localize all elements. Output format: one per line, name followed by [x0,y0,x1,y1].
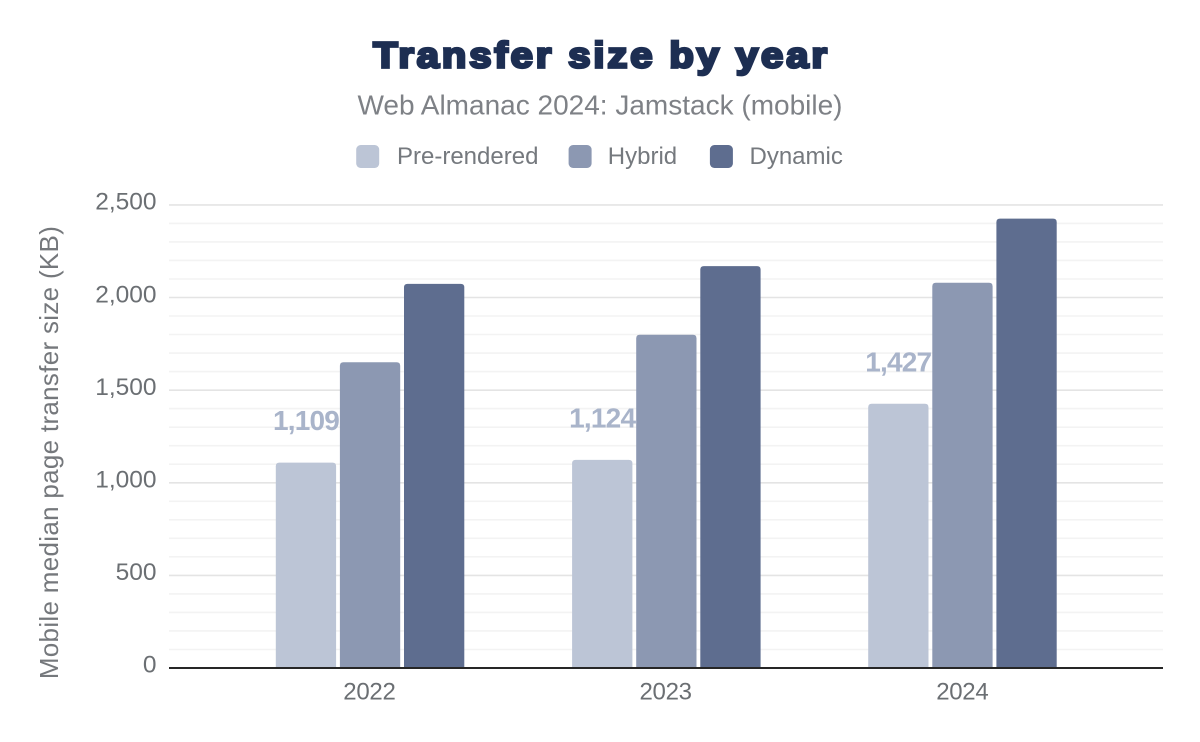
svg-text:2,000: 2,000 [95,281,156,308]
svg-text:Web Almanac 2024: Jamstack (mo: Web Almanac 2024: Jamstack (mobile) [357,90,842,121]
svg-text:1,124: 1,124 [569,402,636,433]
svg-text:1,500: 1,500 [95,374,156,401]
svg-text:2023: 2023 [639,679,691,706]
svg-text:Mobile median page transfer si: Mobile median page transfer size (KB) [34,226,64,679]
svg-text:1,109: 1,109 [273,405,339,436]
svg-text:2022: 2022 [343,679,395,706]
svg-text:Pre-rendered: Pre-rendered [397,143,538,170]
svg-text:1,427: 1,427 [865,346,931,377]
svg-text:500: 500 [116,559,157,586]
svg-text:2,500: 2,500 [95,189,156,216]
svg-text:Dynamic: Dynamic [750,143,843,170]
svg-text:Hybrid: Hybrid [608,143,677,170]
svg-text:Transfer size by year: Transfer size by year [373,35,830,76]
svg-text:2024: 2024 [936,679,988,706]
svg-text:1,000: 1,000 [95,467,156,494]
svg-text:0: 0 [143,652,157,679]
